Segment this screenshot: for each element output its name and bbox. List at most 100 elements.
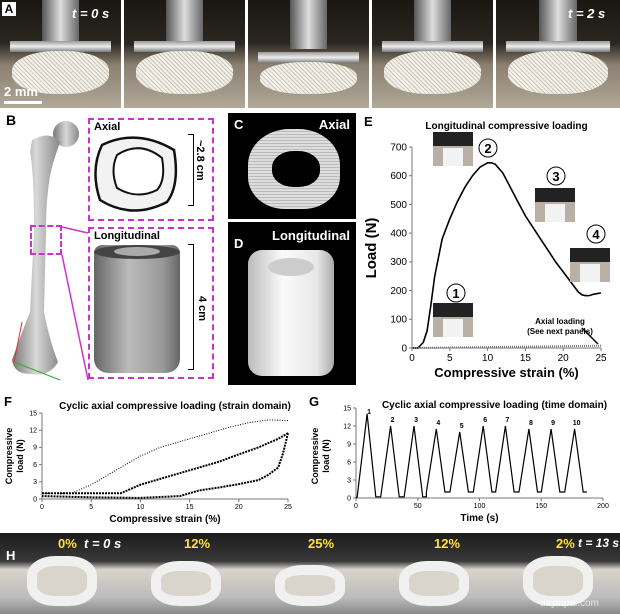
inset-sample [443,148,463,166]
y-tick-label: 100 [390,315,407,326]
scale-bar-label: 2 mm [4,84,38,99]
x-tick-label: 0 [409,353,415,364]
x-tick-label: 10 [137,504,145,511]
x-tick-label: 100 [474,503,486,510]
panel-label-b: B [6,112,17,128]
watermark: dayinpai.com [540,598,599,609]
y-axis-label: Load (N) [363,218,380,279]
marker-label: 1 [452,286,459,301]
x-axis-label: Compressive strain (%) [109,514,220,525]
y-tick-label: 0 [347,495,351,502]
x-tick-label: 25 [284,504,292,511]
cycle-label: 2 [391,417,395,424]
strain-label-1: 0% [58,536,77,551]
cycle-curve-2 [42,432,289,495]
cycle-curve-3 [41,432,289,499]
axial-dimension: ~2.8 cm [194,140,206,181]
cycle-label: 6 [483,417,487,424]
time-label-5: t = 13 s [578,536,620,550]
marker-label: 3 [552,169,559,184]
y-tick-label: 6 [347,459,351,466]
x-tick-label: 20 [558,353,570,364]
y-tick-label: 9 [33,445,37,452]
marker-circle [446,283,466,303]
cycle-label: 10 [573,420,581,427]
annotation-line-2: (See next panels) [527,327,593,336]
panel-label-h: H [6,548,16,563]
annotation-line-1: Axial loading [535,317,585,326]
chart-f: 0 5 10 15 20 25 0 3 6 9 12 15 Compressive strain (%)… [4,394,292,525]
panel-label-a: A [2,2,16,16]
longitudinal-model [94,245,180,373]
inset-press [535,188,575,202]
y-tick-label: 0 [401,343,407,354]
scale-bar [4,101,42,104]
long-dim-bracket [188,244,194,370]
time-end: t = 2 s [568,6,606,21]
femur-section-box [30,225,62,255]
x-tick-label: 5 [89,504,93,511]
strain-label-5: 2% [556,536,575,551]
cycle-label: 4 [436,420,440,427]
chart-title: Cyclic axial compressive loading (time d… [382,400,607,411]
x-axis-label: Compressive strain (%) [434,365,579,380]
cycle-label: 7 [505,417,509,424]
inset-sample [443,319,463,337]
x-tick-label: 10 [482,353,494,364]
axial-dim-bracket [188,134,194,206]
time-label-1: t = 0 s [84,536,122,551]
chart-title: Cyclic axial compressive loading (strain… [59,401,291,412]
load-curve [412,162,602,349]
axial-cross-section [94,136,178,212]
y-tick-label: 200 [390,286,407,297]
x-tick-label: 20 [235,504,243,511]
marker-label: 4 [592,227,600,242]
panel-label-d: D [234,236,244,251]
load-time-curve [355,413,587,499]
marker-label: 2 [484,141,491,156]
axial-label: Axial [94,121,121,133]
panel-label: E [364,114,373,129]
inset-sample [580,264,600,282]
y-tick-label: 500 [390,200,407,211]
panel-c: C Axial [228,113,356,219]
axial-print [248,129,340,209]
cycle-label: 1 [367,409,371,416]
longitudinal-label: Longitudinal [94,230,160,242]
chart-title: Longitudinal compressive loading [425,121,587,132]
y-tick-label: 12 [343,423,351,430]
y-tick-label: 3 [347,477,351,484]
y-tick-label: 700 [390,142,407,153]
x-tick-label: 50 [414,503,422,510]
y-tick-label: 6 [33,462,37,469]
y-tick-label: 3 [33,479,37,486]
longitudinal-box [88,227,214,379]
axial-loading-line [411,344,602,349]
photo-a-4 [372,0,493,108]
inset-press [433,303,473,317]
axial-box [88,118,214,221]
x-tick-label: 15 [186,504,194,511]
cycle-label: 5 [460,423,464,430]
x-tick-label: 150 [535,503,547,510]
x-tick-label: 0 [354,503,358,510]
strain-label-2: 12% [184,536,211,551]
panel-d-title: Longitudinal [272,228,350,243]
photo-h-3 [248,533,372,614]
x-tick-label: 15 [520,353,532,364]
y-axis-label-line-1: Compressive [4,428,14,485]
x-tick-label: 0 [40,504,44,511]
y-tick-label: 9 [347,441,351,448]
cycle-label: 8 [529,420,533,427]
strain-label-3: 25% [308,536,335,551]
y-tick-label: 15 [343,405,351,412]
zoom-lines [61,226,89,381]
y-tick-label: 300 [390,257,407,268]
marker-circle [478,138,498,158]
y-axis-label-line-2: load (N) [15,439,25,473]
panel-label-c: C [234,117,244,132]
photo-h-1 [0,533,124,614]
y-tick-label: 400 [390,228,407,239]
panel-label: G [309,394,319,409]
photo-a-5 [496,0,620,108]
